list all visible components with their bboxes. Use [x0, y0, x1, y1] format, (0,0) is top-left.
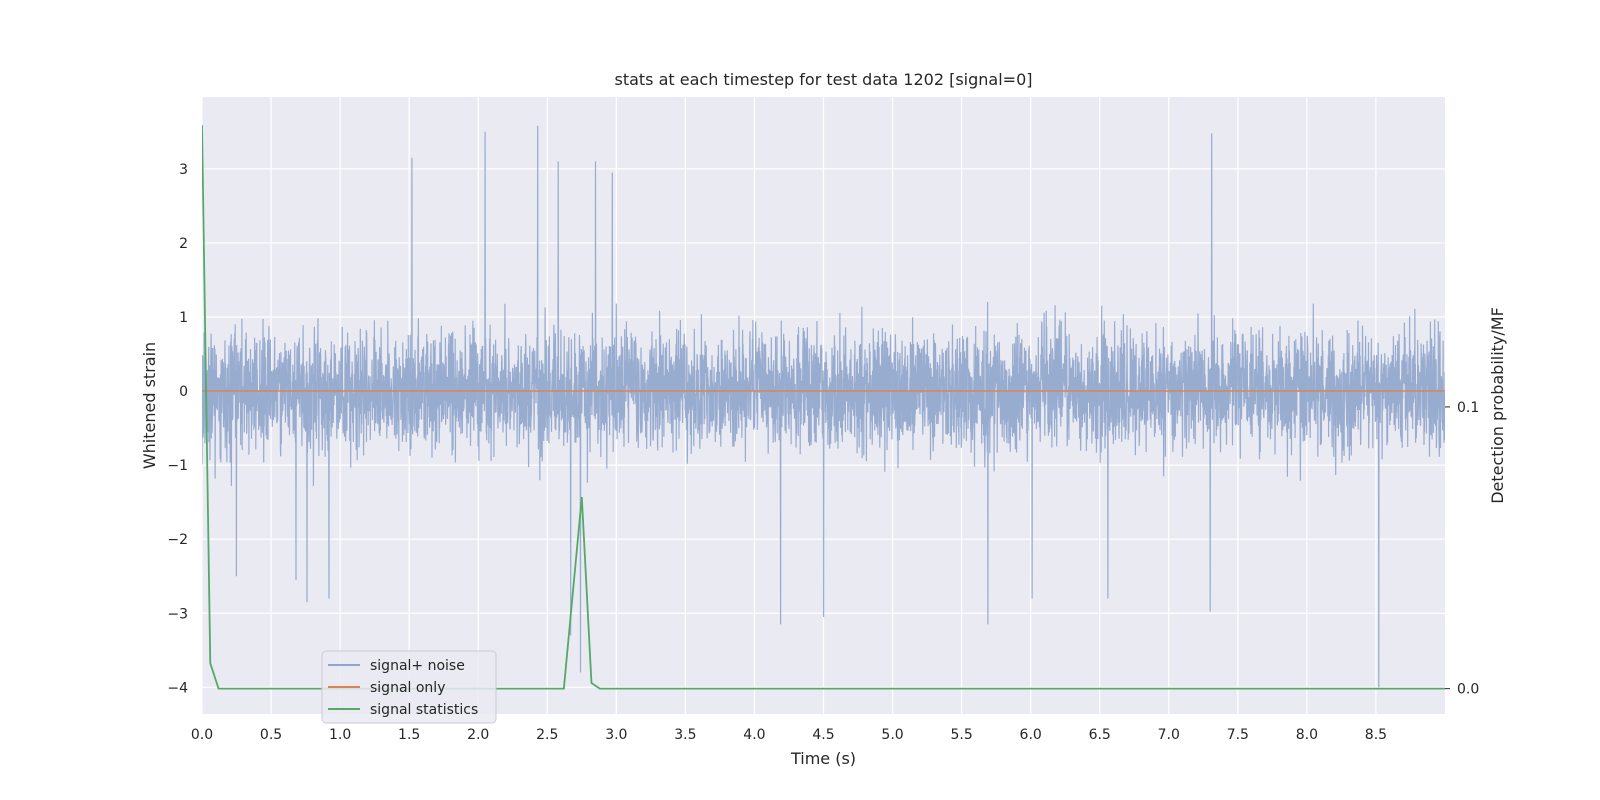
y-right-tick-label: 0.1: [1457, 400, 1479, 416]
x-tick-label: 6.0: [1020, 727, 1042, 743]
x-tick-label: 4.0: [743, 727, 765, 743]
y-tick-label: −2: [167, 532, 188, 548]
x-tick-label: 0.0: [191, 727, 213, 743]
x-tick-label: 2.5: [536, 727, 558, 743]
x-tick-label: 3.5: [674, 727, 696, 743]
legend-label: signal+ noise: [370, 658, 465, 674]
x-tick-label: 8.0: [1296, 727, 1318, 743]
y-right-axis-label: Detection probability/MF: [1488, 307, 1507, 504]
series-line-signal-noise: [202, 125, 1445, 688]
x-tick-label: 4.5: [812, 727, 834, 743]
y-tick-label: 1: [179, 310, 188, 326]
ticks: 0.0 0.5 1.0 1.5 2.0 2.5 3.0 3.5 4.0 4.5 5.0 5.5 6.0 6…: [167, 162, 1479, 743]
legend-label: signal only: [370, 680, 445, 696]
data-layer: [202, 125, 1445, 690]
x-tick-label: 7.0: [1158, 727, 1180, 743]
y-tick-label: −1: [167, 458, 188, 474]
y-tick-label: −4: [167, 680, 188, 696]
x-tick-label: 1.0: [329, 727, 351, 743]
legend-box: [321, 650, 497, 724]
x-tick-label: 0.5: [260, 727, 282, 743]
x-tick-label: 8.5: [1365, 727, 1387, 743]
y-axis-label: Whitened strain: [140, 342, 159, 469]
legend: signal+ noise signal only signal statistic…: [321, 650, 497, 724]
y-tick-label: 2: [179, 236, 188, 252]
x-tick-label: 1.5: [398, 727, 420, 743]
x-tick-label: 7.5: [1227, 727, 1249, 743]
series-line-signal-statistics: [202, 125, 1445, 690]
x-axis-label: Time (s): [790, 749, 856, 768]
y-tick-label: 0: [179, 384, 188, 400]
chart-title: stats at each timestep for test data 120…: [614, 70, 1032, 89]
x-tick-label: 5.0: [881, 727, 903, 743]
x-tick-label: 3.0: [605, 727, 627, 743]
x-tick-label: 6.5: [1089, 727, 1111, 743]
x-tick-label: 5.5: [950, 727, 972, 743]
y-right-tick-label: 0.0: [1457, 682, 1479, 698]
y-tick-label: 3: [179, 162, 188, 178]
x-tick-label: 2.0: [467, 727, 489, 743]
legend-label: signal statistics: [370, 702, 478, 718]
y-tick-label: −3: [167, 606, 188, 622]
